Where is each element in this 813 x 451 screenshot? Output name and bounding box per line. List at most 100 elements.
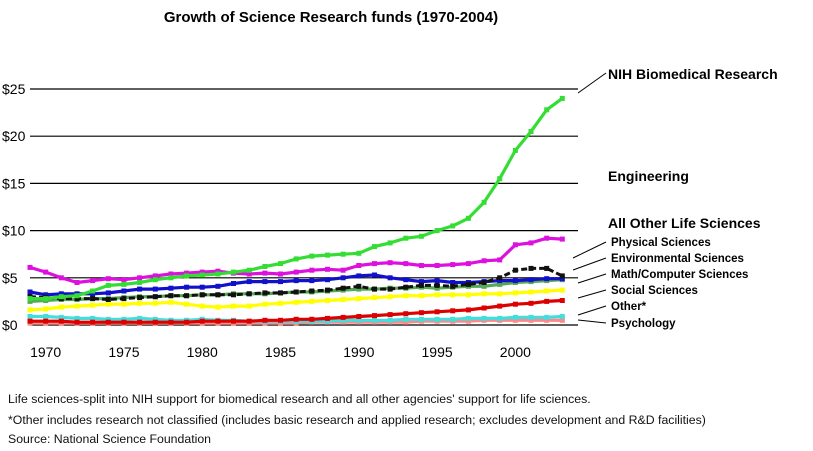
data-point	[215, 318, 221, 324]
data-point	[434, 282, 440, 288]
data-point	[465, 315, 471, 321]
data-point	[512, 290, 518, 296]
data-point	[512, 301, 518, 307]
data-point	[27, 264, 33, 270]
footnote-source: Source: National Science Foundation	[8, 432, 211, 446]
data-point	[340, 251, 346, 257]
data-point	[418, 263, 424, 268]
data-point	[528, 129, 534, 134]
data-point	[152, 316, 158, 322]
data-point	[137, 300, 143, 306]
data-point	[246, 291, 252, 297]
data-point	[559, 95, 565, 101]
data-point	[74, 293, 80, 299]
data-point	[105, 297, 111, 302]
data-point	[559, 298, 565, 303]
data-point	[293, 289, 299, 295]
data-point	[559, 317, 565, 323]
data-point	[544, 276, 550, 282]
data-point	[74, 303, 80, 309]
data-point	[293, 316, 299, 322]
data-point	[372, 313, 377, 319]
data-point	[465, 307, 471, 313]
data-point	[481, 315, 487, 321]
data-point	[403, 311, 409, 317]
series-engineering	[27, 235, 565, 285]
data-point	[559, 314, 565, 319]
series-math-computer-sciences	[27, 287, 565, 313]
data-point	[43, 296, 49, 302]
data-point	[340, 275, 346, 281]
data-point	[262, 279, 268, 285]
data-point	[387, 286, 393, 292]
data-point	[90, 302, 96, 308]
data-point	[418, 293, 424, 299]
data-point	[199, 303, 205, 309]
y-tick-label: $20	[2, 128, 26, 144]
y-tick-label: $5	[2, 270, 18, 286]
data-point	[325, 315, 330, 321]
data-point	[278, 317, 283, 323]
data-point	[434, 263, 440, 268]
x-tick-label: 1995	[422, 344, 453, 360]
data-point	[434, 309, 440, 315]
data-point	[262, 317, 268, 323]
data-point	[121, 316, 127, 322]
data-point	[418, 282, 424, 288]
y-tick-label: $10	[2, 223, 26, 239]
data-point	[184, 270, 190, 276]
data-point	[184, 319, 190, 325]
data-point	[152, 277, 158, 283]
data-point	[325, 298, 330, 303]
data-point	[325, 287, 330, 293]
data-point	[528, 265, 534, 271]
data-point	[497, 281, 503, 287]
data-point	[325, 266, 330, 272]
pointer-psychology	[577, 319, 607, 324]
data-point	[528, 277, 534, 283]
data-point	[372, 261, 377, 267]
data-point	[418, 233, 424, 239]
label-environmental-sciences: Environmental Sciences	[611, 253, 744, 265]
data-point	[434, 228, 440, 234]
data-point	[278, 300, 283, 306]
data-point	[74, 280, 80, 285]
data-point	[497, 315, 503, 321]
label-math-computer-sciences: Math/Computer Sciences	[611, 269, 748, 281]
data-point	[137, 295, 143, 301]
data-point	[121, 288, 127, 294]
data-point	[43, 314, 49, 319]
pointer-nih	[577, 72, 607, 94]
data-point	[387, 317, 393, 323]
label-other: Other*	[611, 301, 647, 313]
data-point	[497, 303, 503, 309]
data-point	[199, 318, 205, 324]
x-axis-ticks: 1970 1975 1980 1985 1990 1995 2000	[30, 344, 531, 360]
label-physical-sciences: Physical Sciences	[611, 237, 711, 249]
data-point	[278, 271, 283, 277]
data-point	[43, 306, 49, 312]
data-point	[168, 271, 174, 277]
data-point	[168, 299, 174, 305]
pointer-other	[577, 305, 607, 316]
data-point	[74, 315, 80, 321]
data-point	[340, 267, 346, 273]
data-point	[325, 277, 330, 283]
data-point	[121, 319, 127, 325]
data-point	[152, 300, 158, 306]
data-point	[434, 316, 440, 322]
data-point	[465, 215, 471, 221]
data-point	[27, 298, 33, 304]
data-point	[403, 235, 409, 241]
pointer-math	[577, 273, 607, 284]
data-point	[58, 314, 64, 320]
data-point	[137, 286, 143, 292]
data-point	[387, 275, 393, 281]
data-point	[168, 275, 174, 281]
data-point	[58, 275, 64, 281]
data-point	[278, 290, 283, 296]
data-point	[278, 279, 283, 285]
data-point	[544, 265, 550, 271]
data-point	[372, 317, 377, 323]
data-point	[262, 301, 268, 307]
